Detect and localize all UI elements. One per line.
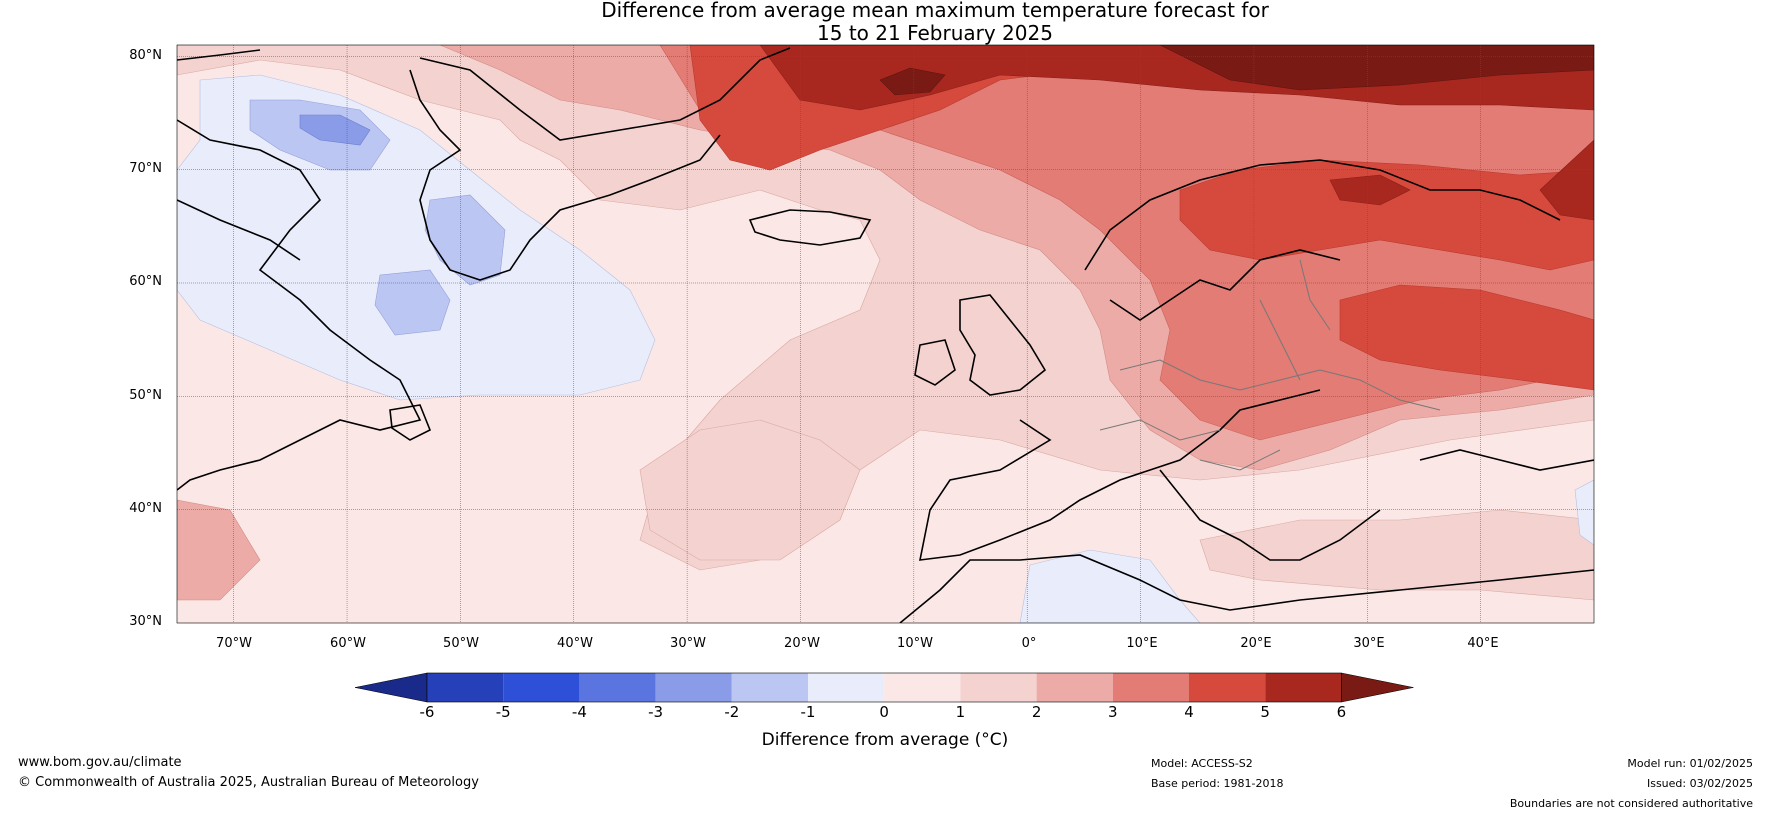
lon-label-40w: 40°W (557, 636, 593, 651)
coastline-iceland (748, 209, 872, 246)
coastline-europe (918, 389, 1594, 561)
footer-copyright: © Commonwealth of Australia 2025, Austra… (18, 775, 479, 790)
colorbar-title: Difference from average (°C) (761, 730, 1009, 750)
colorbar-swatch (884, 673, 961, 702)
coastline-newfoundland (389, 404, 432, 441)
colorbar-tick-label: 2 (1031, 703, 1042, 721)
title-line-2: 15 to 21 February 2025 (817, 21, 1053, 45)
coastline-british-isles (914, 294, 1047, 396)
colorbar-swatch (808, 673, 885, 702)
coastline-scandinavia (1084, 159, 1561, 321)
contour-neg2-neg3-baffin (299, 114, 371, 146)
colorbar-tick-label: -6 (419, 703, 435, 721)
colorbar-tick-label: 5 (1260, 703, 1270, 721)
colorbar (354, 672, 1414, 703)
lon-label-60w: 60°W (330, 636, 366, 651)
border-europe (1099, 259, 1441, 471)
lon-label-10w: 10°W (897, 636, 933, 651)
lon-label-20e: 20°E (1240, 636, 1272, 651)
colorbar-tick-label: -1 (800, 703, 816, 721)
footer-issued: Issued: 03/02/2025 (1646, 777, 1753, 790)
map-frame (176, 44, 1595, 624)
contour-0-neg1-east (1574, 479, 1594, 546)
lon-label-70w: 70°W (216, 636, 252, 651)
contour-2-3-west (177, 499, 261, 601)
contour-1-2-atlantic (639, 419, 861, 561)
colorbar-swatch (503, 673, 580, 702)
map-gridlines (177, 45, 1594, 623)
colorbar-swatch (960, 673, 1037, 702)
footer-model: Model: ACCESS-S2 (1151, 757, 1253, 770)
colorbar-tick-label: 0 (879, 703, 889, 721)
colorbar-frame (426, 672, 1342, 703)
lon-label-10e: 10°E (1126, 636, 1158, 651)
anomaly-contours (177, 45, 1594, 623)
colorbar-tick-label: 6 (1336, 703, 1347, 721)
title-line-1: Difference from average mean maximum tem… (601, 0, 1269, 22)
colorbar-tick-label: -3 (648, 703, 664, 721)
lat-label-60: 60°N (129, 274, 162, 289)
colorbar-arrow-high (1341, 672, 1414, 703)
lat-label-50: 50°N (129, 388, 162, 403)
contour-gt6-svalbard (879, 67, 946, 96)
colorbar-swatch (427, 673, 504, 702)
colorbar-swatch (1036, 673, 1113, 702)
lon-label-20w: 20°W (784, 636, 820, 651)
lon-label-30w: 30°W (670, 636, 706, 651)
footer-base-period: Base period: 1981-2018 (1151, 777, 1284, 790)
contour-4-5-russia (1339, 284, 1594, 391)
colorbar-tick-label: -2 (724, 703, 740, 721)
coastline-greenland (409, 47, 791, 281)
lon-label-40e: 40°E (1467, 636, 1499, 651)
lat-label-80: 80°N (129, 48, 162, 63)
coastlines (177, 47, 1594, 623)
colorbar-tick-label: -5 (495, 703, 511, 721)
colorbar-arrow-low (354, 672, 428, 703)
lat-label-30: 30°N (129, 614, 162, 629)
footer-website: www.bom.gov.au/climate (18, 755, 182, 770)
lat-label-40: 40°N (129, 501, 162, 516)
footer-model-run: Model run: 01/02/2025 (1627, 757, 1753, 770)
colorbar-swatch (1265, 673, 1342, 702)
colorbar-tick-label: 3 (1108, 703, 1118, 721)
colorbar-tick-label: -4 (571, 703, 587, 721)
colorbar-tick-label: 4 (1184, 703, 1194, 721)
colorbar-swatch (655, 673, 732, 702)
lon-label-30e: 30°E (1353, 636, 1385, 651)
colorbar-swatch (1112, 673, 1189, 702)
coastline-baffin-labrador (177, 49, 422, 491)
colorbar-swatch (731, 673, 808, 702)
colorbar-tick-label: 1 (955, 703, 966, 721)
footer-disclaimer: Boundaries are not considered authoritat… (1509, 797, 1753, 810)
lon-label-0: 0° (1021, 636, 1037, 651)
country-borders (1099, 259, 1441, 471)
lon-label-50w: 50°W (443, 636, 479, 651)
coastline-africa (899, 554, 1594, 623)
contour-5-6-east (1539, 139, 1594, 221)
map-title: Difference from average mean maximum tem… (0, 0, 1770, 45)
colorbar-swatch (1189, 673, 1266, 702)
lat-label-70: 70°N (129, 161, 162, 176)
map-plot-area (177, 45, 1594, 623)
contour-neg1-neg2-atlantic (374, 269, 451, 336)
contour-4-5-scandinavia (1179, 159, 1594, 271)
contour-5-6-finland (1329, 174, 1411, 206)
colorbar-swatch (579, 673, 656, 702)
